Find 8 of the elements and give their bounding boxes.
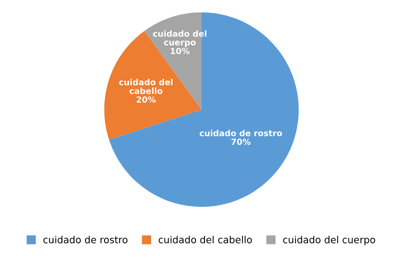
legend-label: cuidado del cabello [158, 236, 252, 244]
data-label: 20% [136, 96, 156, 103]
data-label: 70% [231, 138, 251, 145]
slice-label: cuidado de rostro [200, 130, 282, 136]
data-label: 10% [170, 48, 190, 54]
legend-label: cuidado de rostro [43, 236, 128, 244]
legend-label: cuidado del cuerpo [283, 236, 376, 246]
slice-label: cuidado del cabello [119, 78, 173, 94]
